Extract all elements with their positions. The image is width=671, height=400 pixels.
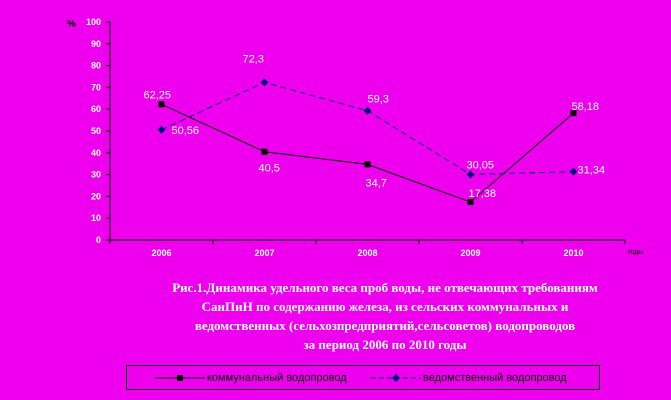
series-departmental-data-label: 72,3 — [243, 53, 264, 65]
legend-label-communal: коммунальный водопровод — [207, 372, 347, 384]
series-communal-data-label: 62,25 — [144, 89, 172, 101]
y-tick-label: 30 — [91, 170, 101, 180]
series-communal-point — [570, 110, 577, 117]
figure-caption: Рис.1.Динамика удельного веса проб воды,… — [105, 278, 665, 354]
x-axis-unit: годы — [628, 249, 643, 256]
series-departmental-data-label: 30,05 — [467, 159, 495, 171]
y-tick-label: 20 — [91, 191, 101, 201]
series-communal-data-label: 17,38 — [469, 188, 497, 200]
series-departmental-point — [466, 170, 475, 179]
series-departmental-point — [363, 106, 372, 115]
y-axis-unit: % — [67, 19, 76, 30]
x-tick-label: 2007 — [254, 248, 274, 258]
series-departmental-data-label: 59,3 — [368, 94, 389, 106]
caption-line: Рис.1.Динамика удельного веса проб воды,… — [172, 280, 598, 295]
y-ticks: 0 10 20 30 40 50 60 70 80 90 100 — [86, 17, 110, 245]
series-communal-point — [158, 101, 165, 108]
y-tick-label: 60 — [91, 104, 101, 114]
y-tick-label: 40 — [91, 148, 101, 158]
y-tick-label: 80 — [91, 61, 101, 71]
legend-solid-square-icon — [155, 375, 205, 381]
x-tick-label: 2010 — [563, 248, 583, 258]
caption-line: за период 2006 по 2010 годы — [303, 337, 467, 352]
y-tick-label: 50 — [91, 126, 101, 136]
series-communal-point — [364, 161, 371, 168]
series-departmental-point — [260, 78, 269, 87]
x-tick-label: 2009 — [460, 248, 480, 258]
series-departmental-data-label: 31,34 — [578, 165, 606, 177]
y-tick-label: 100 — [86, 17, 101, 27]
legend-dashed-diamond-icon — [371, 374, 421, 382]
y-tick-label: 10 — [91, 213, 101, 223]
series-departmental-point — [569, 167, 578, 176]
series-communal-point — [467, 199, 474, 206]
chart-legend: коммунальный водопровод ведомственный во… — [126, 365, 600, 390]
series-communal-point — [261, 148, 268, 155]
series-communal-data-label: 40,5 — [259, 163, 280, 175]
series-departmental-data-label: 50,56 — [172, 125, 200, 137]
caption-line: СанПиН по содержанию железа, из сельских… — [201, 299, 569, 314]
x-tick-label: 2006 — [151, 248, 171, 258]
y-tick-label: 90 — [91, 39, 101, 49]
legend-label-departmental: ведомственный водопровод — [423, 372, 567, 384]
series-communal-data-label: 58,18 — [572, 101, 600, 113]
y-tick-label: 70 — [91, 82, 101, 92]
y-tick-label: 0 — [96, 235, 101, 245]
x-ticks: 2006 2007 2008 2009 2010 — [109, 240, 626, 258]
series-departmental-point — [157, 125, 166, 134]
series-layer — [157, 78, 578, 206]
series-communal-data-label: 34,7 — [366, 177, 387, 189]
x-tick-label: 2008 — [357, 248, 377, 258]
data-labels: 62,25 40,5 34,7 17,38 58,18 50,56 72,3 59,3 30,0… — [144, 53, 606, 200]
caption-line: ведомственных (сельхозпредприятий,сельсо… — [194, 318, 576, 333]
